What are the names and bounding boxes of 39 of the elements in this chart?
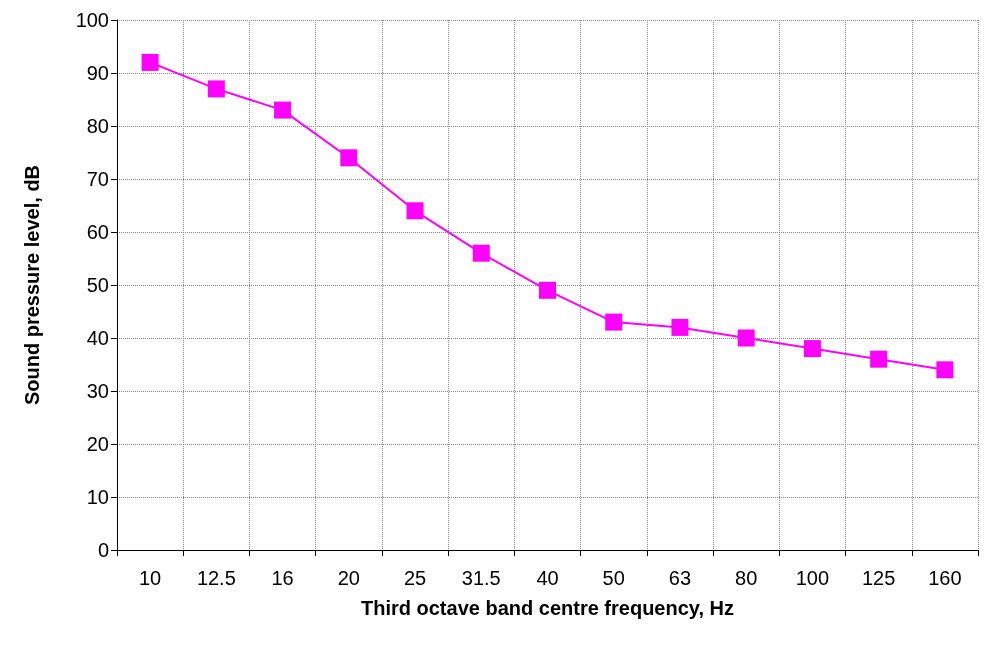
point [870,350,888,368]
y-axis-title: Sound pressure level, dB [21,164,43,406]
y-tick-label: 80 [86,115,109,137]
x-tick-label: 50 [602,567,625,589]
y-tick-label: 50 [86,274,109,296]
y-tick-label: 90 [86,62,109,84]
point [936,361,954,379]
x-tick-label: 160 [928,567,962,589]
point [605,313,623,331]
x-tick-label: 25 [403,567,427,589]
y-tick-label: 60 [86,221,109,243]
point [472,244,490,262]
y-tick-label: 100 [75,9,109,31]
x-tick-label: 100 [795,567,830,589]
y-tick-label: 20 [86,433,109,455]
x-tick-label: 12.5 [196,567,236,589]
point [274,101,292,119]
x-tick-label: 16 [271,567,294,589]
x-tick-label: 40 [536,567,559,589]
point [539,281,556,299]
x-tick-label: 80 [735,567,758,589]
point [406,202,424,220]
point [803,340,821,358]
point [141,53,159,71]
y-tick-label: 30 [86,380,109,402]
y-tick-label: 70 [86,168,109,190]
point [340,149,358,167]
x-tick-label: 63 [668,567,692,589]
y-tick-label: 0 [97,539,109,561]
point [671,318,689,336]
y-tick-label: 40 [86,327,109,349]
x-tick-label: 10 [138,567,162,589]
point [737,329,755,347]
y-tick-label: 10 [86,486,109,508]
point [207,80,225,98]
x-tick-label: 31.5 [461,567,501,589]
x-tick-label: 125 [861,567,896,589]
x-axis-title: Third octave band centre frequency, Hz [360,597,735,619]
x-tick-label: 20 [337,567,360,589]
